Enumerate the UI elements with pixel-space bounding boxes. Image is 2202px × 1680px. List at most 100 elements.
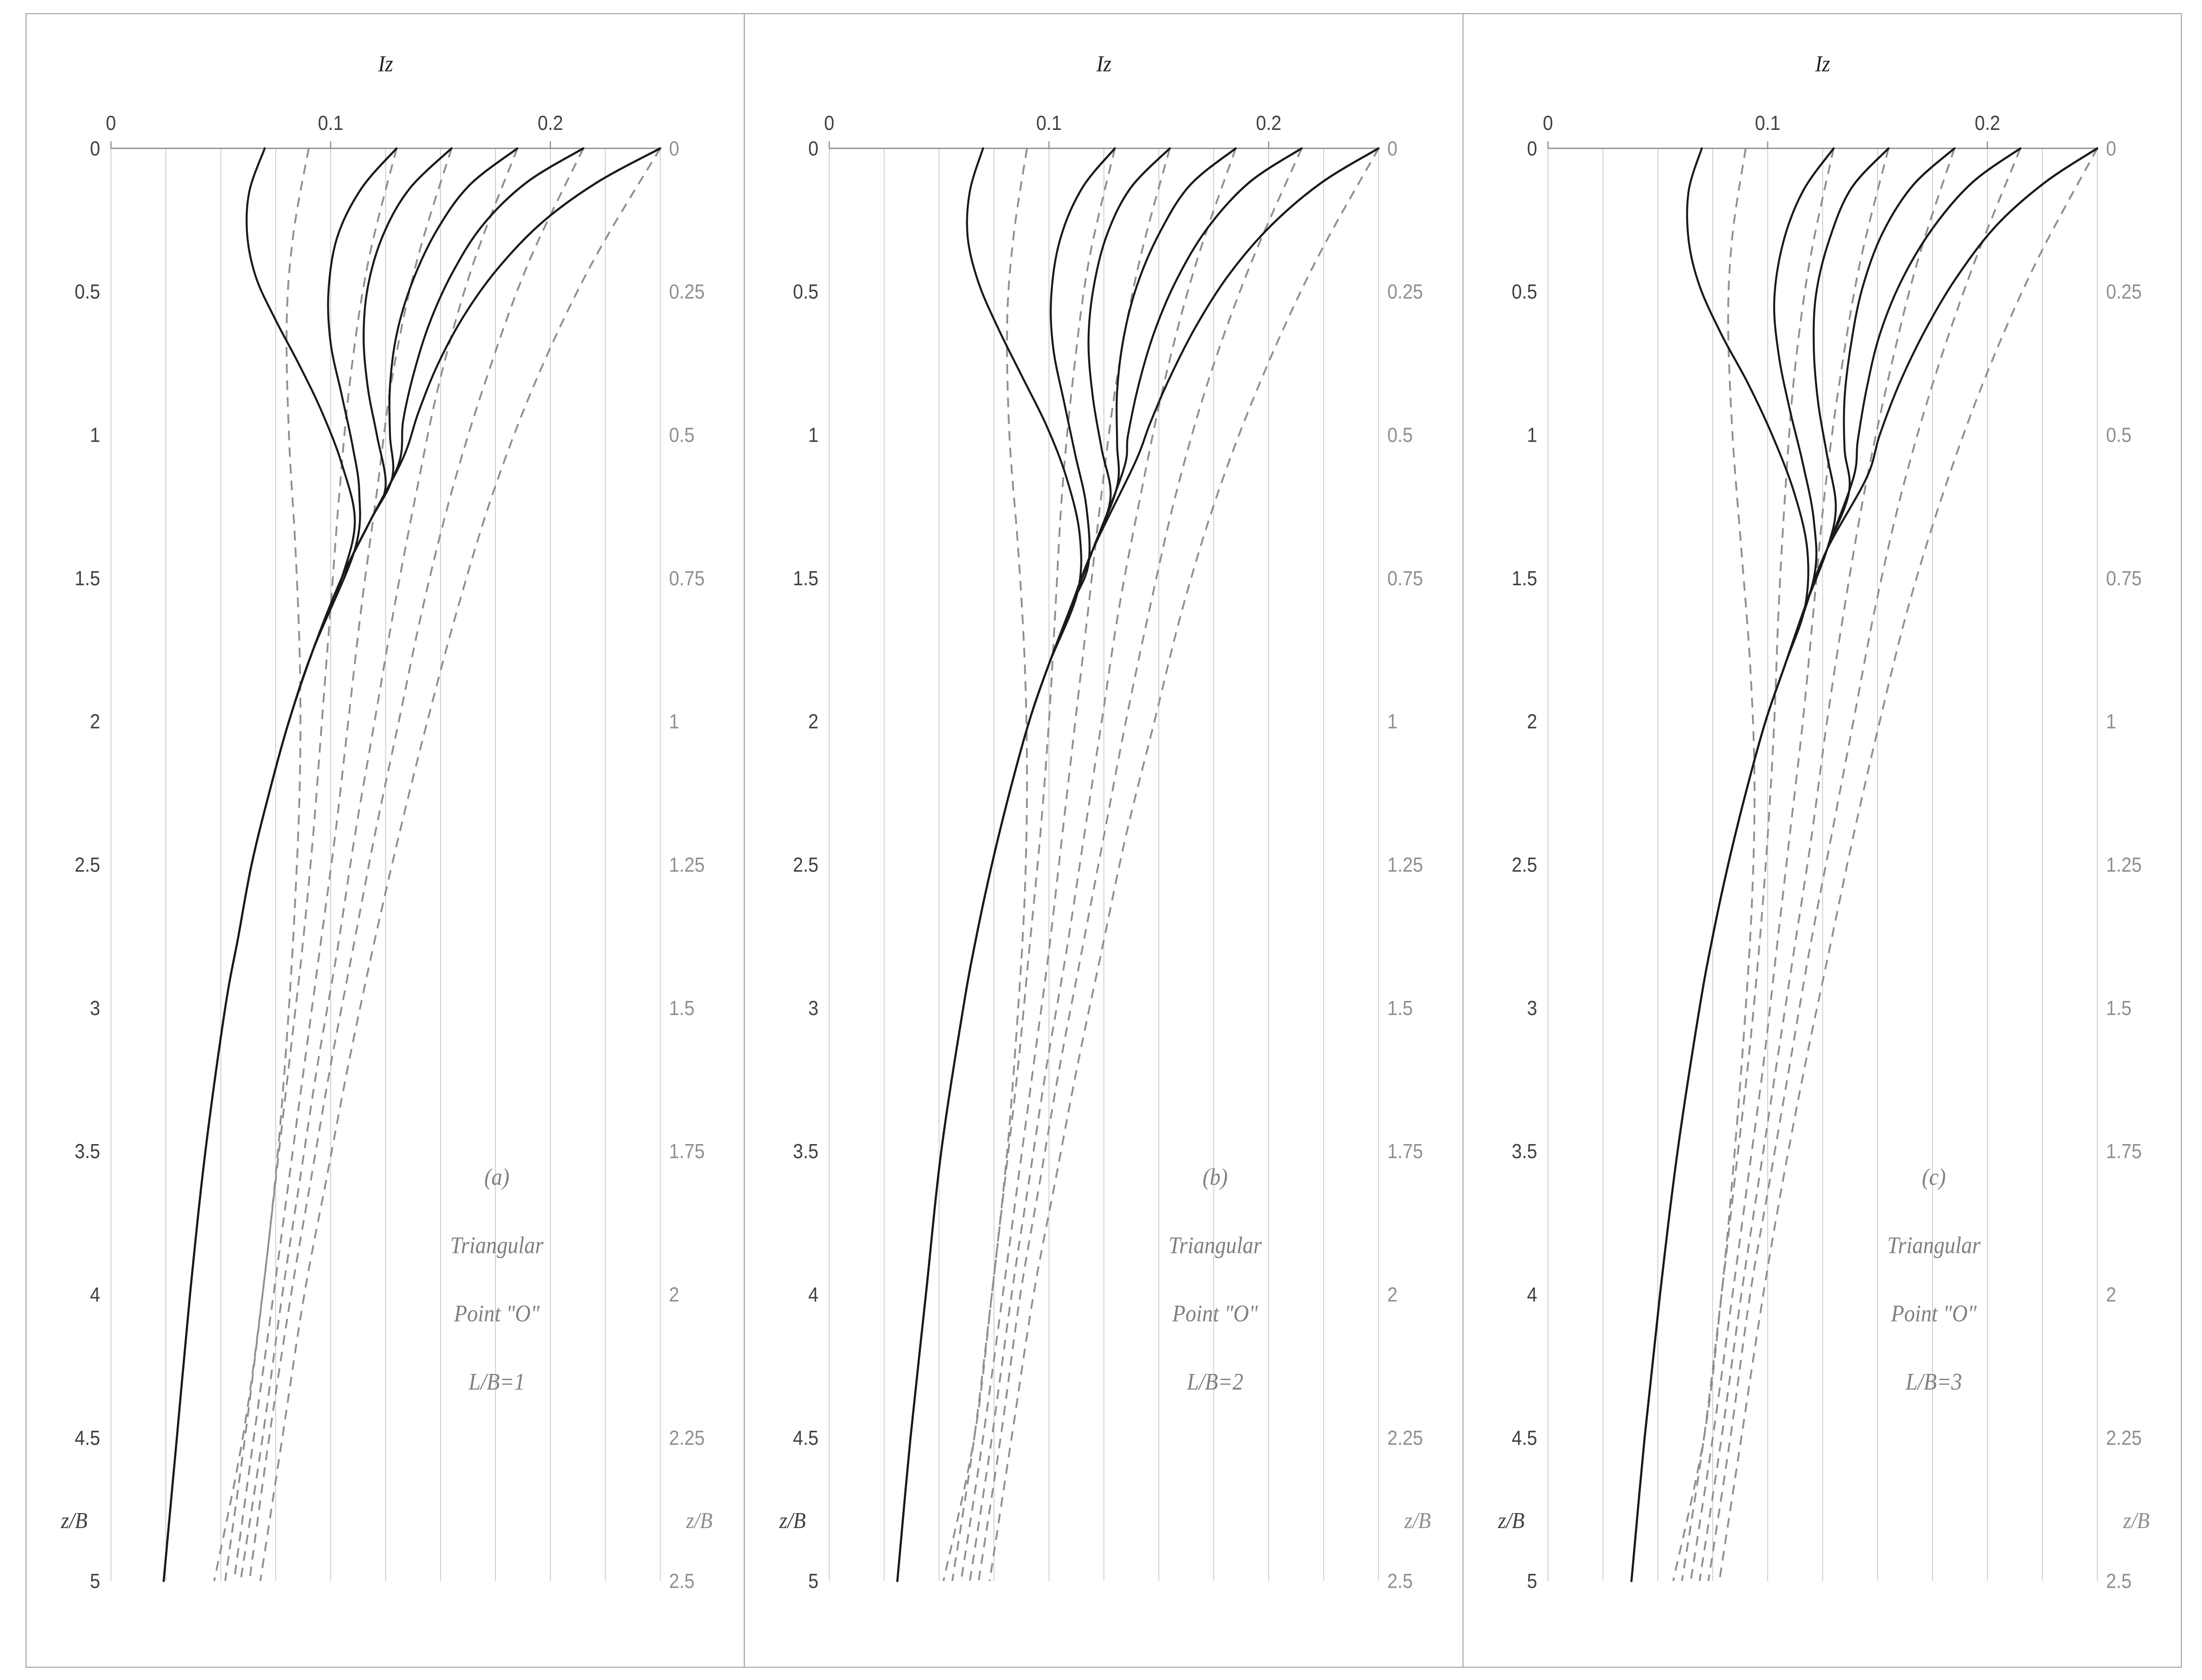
- solid-curve-solid-5: [896, 147, 1116, 1582]
- dashed-curves: [942, 148, 1380, 1581]
- right-tick-label: 1: [2106, 710, 2116, 733]
- solid-curve-solid-6: [163, 147, 356, 1582]
- panel-a: 0 0.1 0.2 0 0.5 1 1.5 2 2.5 3 3.5 4 4.5 5 0 0.25 0.5 0.75…: [26, 14, 744, 1667]
- right-tick-label: 1.5: [669, 997, 695, 1019]
- right-tick-label: 2: [669, 1284, 679, 1306]
- right-tick-label: 0: [2106, 137, 2116, 160]
- solid-curve-solid-1: [163, 147, 661, 1582]
- annotation-line: Point "O": [1891, 1300, 1977, 1327]
- dashed-curve-dashed-1: [259, 148, 661, 1581]
- x-tick-label: 0: [1543, 112, 1553, 134]
- left-tick-label: 4: [90, 1284, 100, 1306]
- left-tick-label: 2: [90, 710, 100, 733]
- right-tick-label: 2.25: [669, 1427, 705, 1449]
- x-tick-label: 0.1: [1755, 112, 1781, 134]
- annotation-line: (b): [1203, 1164, 1228, 1190]
- left-tick-label: 2.5: [793, 854, 819, 876]
- right-tick-label: 0.5: [1387, 424, 1413, 447]
- left-tick-label: 4: [1527, 1284, 1537, 1306]
- left-tick-label: 4.5: [1511, 1427, 1537, 1449]
- x-tick-label: 0.2: [1256, 112, 1282, 134]
- solid-curve-solid-4: [163, 147, 453, 1582]
- dashed-curve-dashed-4: [233, 148, 453, 1581]
- left-tick-label: 3.5: [793, 1140, 819, 1163]
- right-tick-label: 0.25: [1387, 281, 1423, 303]
- left-tick-label: 5: [1527, 1570, 1537, 1592]
- right-tick-label: 2.5: [2106, 1570, 2132, 1592]
- left-tick-label: 3: [1527, 997, 1537, 1019]
- left-axis-title: z/B: [779, 1508, 806, 1533]
- solid-curve-solid-4: [896, 147, 1171, 1582]
- left-tick-label: 1.5: [1511, 567, 1537, 590]
- left-tick-label: 1.5: [793, 567, 819, 590]
- right-tick-label: 0.75: [2106, 567, 2142, 590]
- solid-curve-solid-3: [163, 147, 519, 1582]
- dashed-curves: [213, 148, 661, 1581]
- right-tick-label: 1.5: [2106, 997, 2132, 1019]
- right-axis-title: z/B: [2123, 1508, 2150, 1533]
- dashed-curve-dashed-5: [951, 148, 1116, 1581]
- solid-curve-solid-3: [1630, 147, 1955, 1582]
- left-axis-title: z/B: [1497, 1508, 1524, 1533]
- annotation-line: Point "O": [1172, 1300, 1258, 1327]
- solid-curve-solid-5: [1630, 147, 1835, 1582]
- right-tick-label: 1.75: [2106, 1140, 2142, 1163]
- left-tick-label: 5: [90, 1570, 100, 1592]
- left-tick-label: 3: [90, 997, 100, 1019]
- dashed-curve-dashed-1: [1718, 148, 2098, 1581]
- right-tick-label: 0.25: [669, 281, 705, 303]
- annotation-line: L/B=2: [1186, 1369, 1243, 1395]
- left-tick-label: 2.5: [1511, 854, 1537, 876]
- left-tick-label: 0: [809, 137, 819, 160]
- panel-c-chart: 0 0.1 0.2 0 0.5 1 1.5 2 2.5 3 3.5 4 4.5 5 0 0.25 0.5 0.75…: [1497, 51, 2150, 1593]
- right-tick-label: 2: [2106, 1284, 2116, 1306]
- dashed-curve-dashed-3: [240, 148, 518, 1581]
- x-axis-title: Iz: [1814, 51, 1830, 77]
- right-tick-label: 2.25: [1387, 1427, 1423, 1449]
- solid-curve-solid-1: [1630, 147, 2099, 1582]
- right-axis-title: z/B: [1404, 1508, 1431, 1533]
- dashed-curve-dashed-3: [1698, 148, 1955, 1581]
- right-tick-label: 2.5: [1387, 1570, 1413, 1592]
- left-tick-label: 1.5: [75, 567, 100, 590]
- dashed-curve-dashed-5: [224, 148, 398, 1581]
- solid-curve-solid-3: [896, 147, 1237, 1582]
- right-tick-label: 2.5: [669, 1570, 695, 1592]
- solid-curve-solid-4: [1630, 147, 1890, 1582]
- right-tick-label: 0.25: [2106, 281, 2142, 303]
- right-tick-label: 2.25: [2106, 1427, 2142, 1449]
- annotation-line: L/B=3: [1905, 1369, 1962, 1395]
- annotation-line: Triangular: [450, 1232, 544, 1259]
- panel-b: 0 0.1 0.2 0 0.5 1 1.5 2 2.5 3 3.5 4 4.5 5 0 0.25 0.5 0.75…: [744, 14, 1463, 1667]
- solid-curve-solid-1: [896, 147, 1380, 1582]
- dashed-curve-dashed-6: [213, 148, 310, 1581]
- left-axis-title: z/B: [61, 1508, 88, 1533]
- solid-curve-solid-2: [1630, 147, 2021, 1582]
- x-tick-label: 0.2: [1974, 112, 2000, 134]
- dashed-curve-dashed-3: [969, 148, 1237, 1581]
- left-tick-label: 1: [809, 424, 819, 447]
- x-tick-label: 0.1: [318, 112, 344, 134]
- annotation-line: Triangular: [1887, 1232, 1981, 1259]
- right-tick-label: 0: [669, 137, 679, 160]
- right-axis-title: z/B: [686, 1508, 713, 1533]
- x-tick-label: 0.1: [1036, 112, 1062, 134]
- dashed-curve-dashed-4: [960, 148, 1171, 1581]
- right-tick-label: 1.25: [1387, 854, 1423, 876]
- dashed-curve-dashed-4: [1689, 148, 1889, 1581]
- left-tick-label: 2: [809, 710, 819, 733]
- left-tick-label: 0.5: [793, 281, 819, 303]
- dashed-curve-dashed-1: [989, 148, 1380, 1581]
- right-tick-label: 0.5: [669, 424, 695, 447]
- left-tick-label: 2.5: [75, 854, 100, 876]
- gridlines: [1547, 148, 2098, 1581]
- left-tick-label: 5: [809, 1570, 819, 1592]
- annotation-line: (a): [484, 1164, 510, 1190]
- left-tick-label: 2: [1527, 710, 1537, 733]
- right-tick-label: 1.75: [669, 1140, 705, 1163]
- right-tick-label: 0.75: [669, 567, 705, 590]
- right-tick-label: 2: [1387, 1284, 1397, 1306]
- panel-a-chart: 0 0.1 0.2 0 0.5 1 1.5 2 2.5 3 3.5 4 4.5 5 0 0.25 0.5 0.75…: [61, 51, 713, 1593]
- panel-b-chart: 0 0.1 0.2 0 0.5 1 1.5 2 2.5 3 3.5 4 4.5 5 0 0.25 0.5 0.75…: [779, 51, 1431, 1593]
- left-tick-label: 4.5: [793, 1427, 819, 1449]
